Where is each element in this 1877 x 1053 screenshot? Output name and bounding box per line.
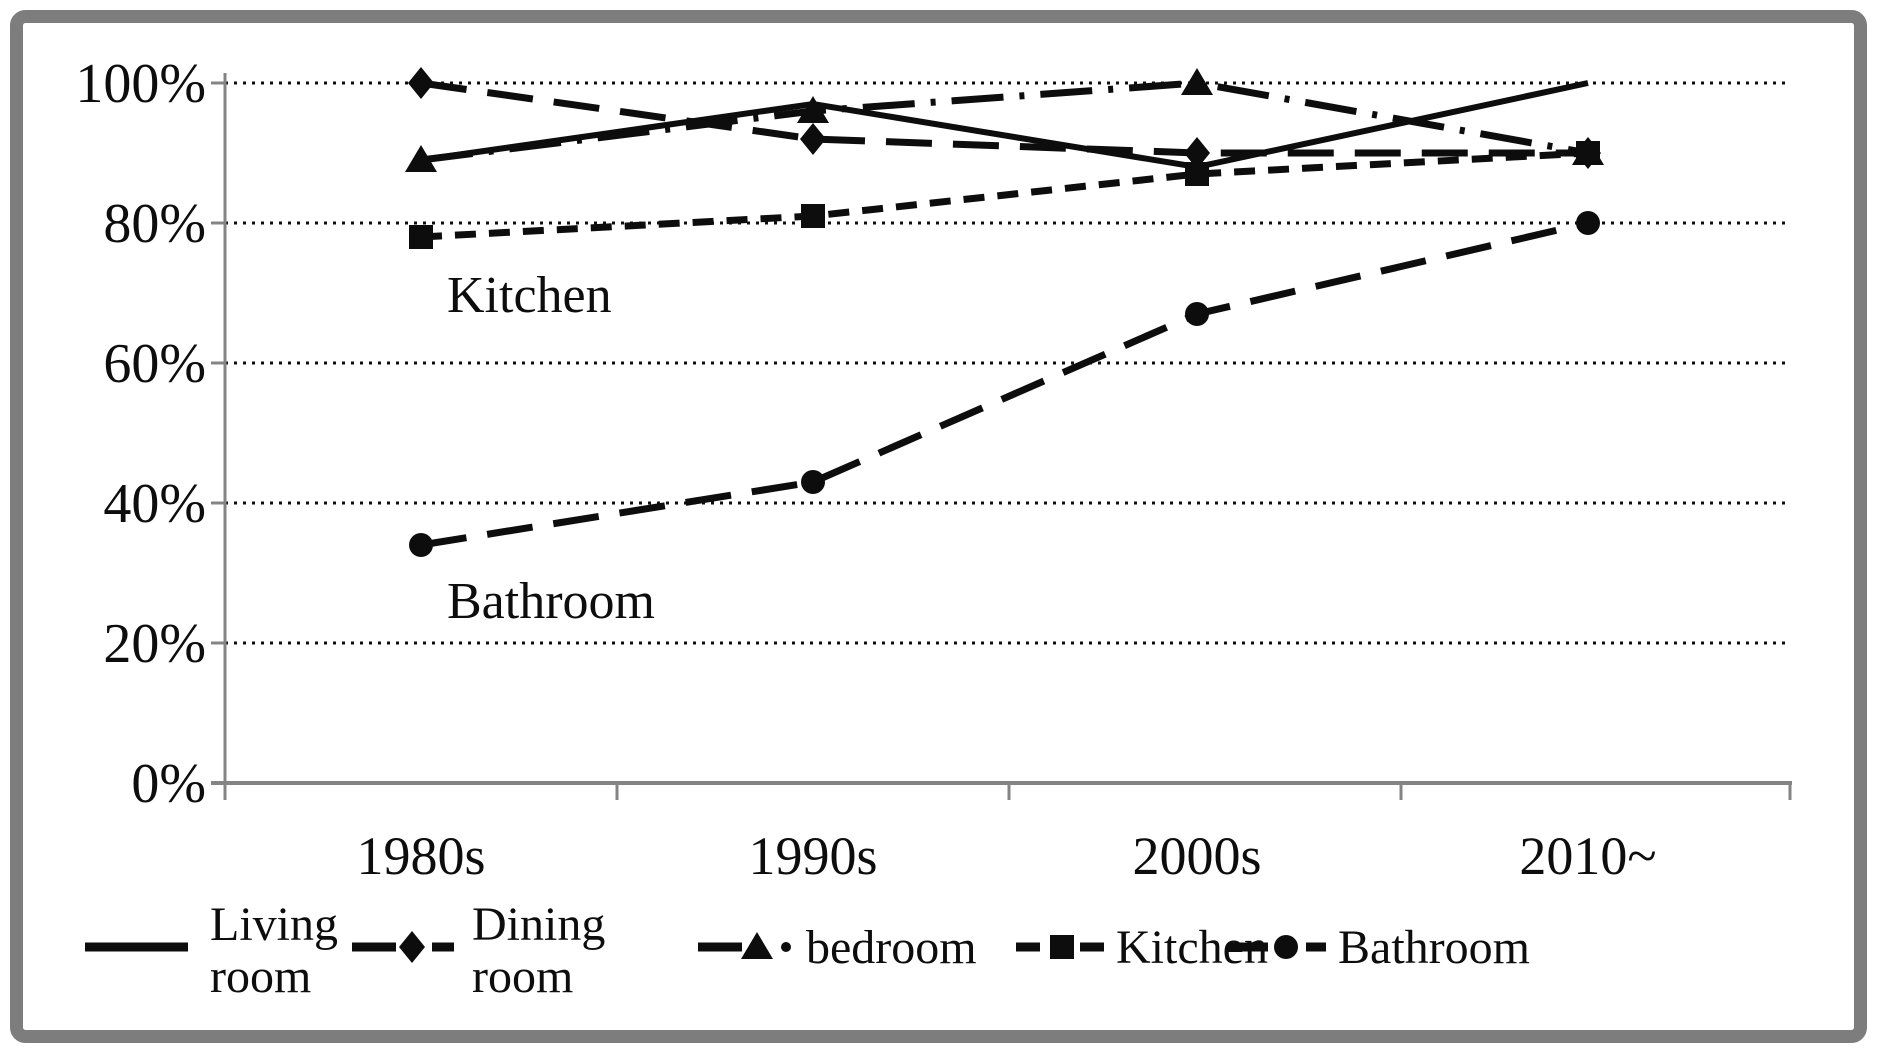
y-tick-label-60: 60% [103, 333, 206, 395]
series-bathroom-line [420, 219, 1589, 549]
series-bedroom-marker-0 [405, 145, 437, 172]
series-bathroom-marker-0 [409, 533, 433, 557]
legend-label-line: Bathroom [1338, 921, 1530, 974]
series-kitchen-line [420, 149, 1589, 241]
series-kitchen-marker-0 [409, 225, 433, 249]
series-kitchen-marker-1 [801, 204, 825, 228]
series-bedroom-line [420, 79, 1589, 164]
legend-item-dining-room: Dining room [352, 898, 605, 1003]
y-tick-label-40: 40% [103, 473, 206, 535]
legend-dot-bedroom [781, 942, 791, 952]
legend-marker-kitchen [1050, 935, 1074, 959]
legend-marker-bedroom [741, 932, 773, 959]
series-kitchen-marker-2 [1185, 162, 1209, 186]
legend-marker-dining-room [399, 931, 425, 963]
y-tick-label-20: 20% [103, 613, 206, 675]
legend-label-line: room [472, 950, 573, 1003]
series-kitchen-marker-3 [1576, 141, 1600, 165]
series-bathroom-path [420, 219, 1589, 549]
figure-frame [10, 10, 1867, 1043]
annotation-bathroom: Bathroom [447, 573, 655, 630]
legend-marker-bathroom [1274, 935, 1298, 959]
legend-item-bathroom: Bathroom [1228, 921, 1530, 974]
legend-item-bedroom: bedroom [698, 921, 977, 974]
x-tick-label-2010~: 2010~ [1519, 826, 1656, 886]
series-bathroom-markers [409, 211, 1600, 557]
legend-label-bathroom: Bathroom [1338, 921, 1530, 974]
x-tick-label-1990s: 1990s [748, 826, 877, 886]
legend-label-dining-room: Dining room [472, 898, 605, 1003]
legend-label-bedroom: bedroom [806, 921, 977, 974]
series-dining-room-marker-2 [1184, 137, 1210, 169]
legend-label-line: Dining [472, 898, 605, 951]
series-kitchen-markers [409, 141, 1600, 249]
y-tick-label-80: 80% [103, 193, 206, 255]
series-bedroom-path [420, 79, 1589, 164]
x-tick-label-1980s: 1980s [356, 826, 485, 886]
annotation-kitchen: Kitchen [447, 267, 612, 324]
series-dining-room-marker-1 [800, 123, 826, 155]
series-bathroom-marker-1 [801, 470, 825, 494]
series-bedroom-marker-1 [797, 96, 829, 123]
legend-label-line: bedroom [806, 921, 977, 974]
series-bedroom-marker-2 [1181, 68, 1213, 95]
series-dining-room-line [420, 79, 1588, 157]
x-tick-label-2000s: 2000s [1132, 826, 1261, 886]
series-dining-room-path [420, 79, 1588, 157]
legend-label-line: room [210, 950, 311, 1003]
legend-label-living-room: Living room [210, 898, 338, 1003]
series-bathroom-marker-2 [1185, 302, 1209, 326]
series-dining-room-marker-0 [408, 67, 434, 99]
y-tick-label-100: 100% [75, 53, 206, 115]
legend-label-line: Living [210, 898, 338, 951]
series-kitchen-path [420, 149, 1589, 241]
series-bathroom-marker-3 [1576, 211, 1600, 235]
legend-item-living-room: Living room [85, 898, 338, 1003]
y-tick-label-0: 0% [131, 753, 206, 815]
